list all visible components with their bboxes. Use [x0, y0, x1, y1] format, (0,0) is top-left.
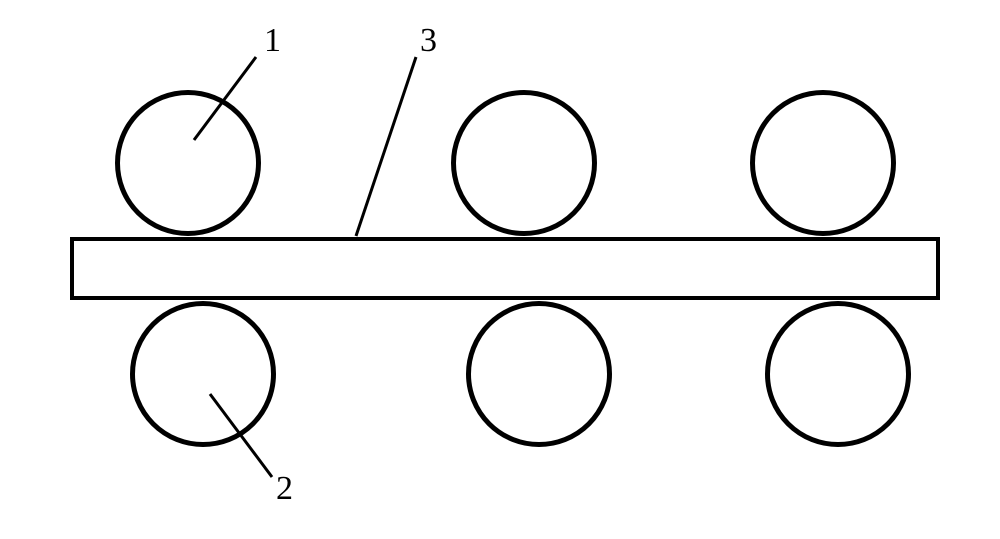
- bottom-roller-1: [130, 301, 276, 447]
- bottom-roller-2: [466, 301, 612, 447]
- bottom-roller-3: [765, 301, 911, 447]
- label-2: 2: [276, 470, 293, 508]
- top-roller-2: [451, 90, 597, 236]
- workpiece-bar: [70, 237, 940, 300]
- top-roller-3: [750, 90, 896, 236]
- label-3: 3: [420, 22, 437, 60]
- top-roller-1: [115, 90, 261, 236]
- diagram-container: 1 3 2: [0, 0, 1000, 539]
- label-1: 1: [264, 22, 281, 60]
